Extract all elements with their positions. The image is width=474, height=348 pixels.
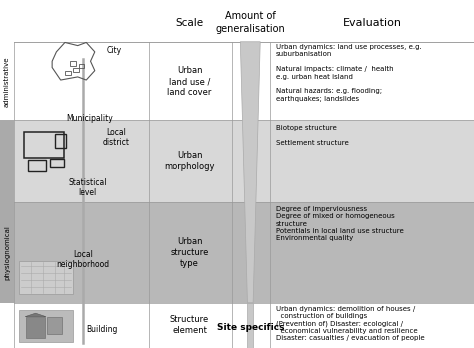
Bar — [0, 120, 474, 202]
Text: Urban
morphology: Urban morphology — [164, 151, 215, 171]
Bar — [24, 132, 64, 158]
Text: Local
neighborhood: Local neighborhood — [56, 250, 109, 269]
Text: Urban
structure
type: Urban structure type — [171, 237, 209, 268]
Polygon shape — [247, 303, 253, 348]
Bar — [70, 62, 76, 66]
Bar — [0, 42, 474, 120]
Bar — [0, 303, 14, 348]
Bar — [73, 68, 79, 72]
Bar — [19, 261, 73, 294]
Bar — [55, 134, 66, 148]
Bar — [28, 160, 46, 171]
Bar — [79, 64, 84, 68]
Text: Local
district: Local district — [103, 128, 129, 147]
Bar — [26, 317, 45, 338]
Text: Evaluation: Evaluation — [343, 18, 401, 27]
Text: Urban
land use /
land cover: Urban land use / land cover — [167, 66, 212, 97]
Text: Urban dynamics: demolition of houses /
  construction of buildings
(Prevention o: Urban dynamics: demolition of houses / c… — [276, 306, 425, 341]
Bar — [19, 310, 73, 342]
Text: physiognomical: physiognomical — [4, 225, 10, 280]
Text: Statistical
level: Statistical level — [68, 177, 107, 197]
Text: Building: Building — [86, 325, 118, 334]
Bar — [0, 120, 14, 303]
Bar — [0, 303, 474, 348]
Text: Degree of imperviousness
Degree of mixed or homogeneous
structure
Potentials in : Degree of imperviousness Degree of mixed… — [276, 206, 404, 241]
Text: Urban dynamics: land use processes, e.g.
suburbanisation

Natural impacts: clima: Urban dynamics: land use processes, e.g.… — [276, 44, 421, 102]
Text: Site specifics: Site specifics — [217, 323, 284, 332]
Bar — [47, 317, 62, 334]
Bar — [0, 0, 474, 42]
Bar — [65, 71, 71, 75]
Polygon shape — [240, 42, 260, 303]
Text: Structure
element: Structure element — [170, 315, 209, 335]
Text: Municipality: Municipality — [67, 114, 113, 123]
Text: Amount of
generalisation: Amount of generalisation — [215, 11, 285, 34]
Text: Scale: Scale — [175, 18, 204, 27]
Text: Biotope structure

Settlement structure: Biotope structure Settlement structure — [276, 125, 348, 145]
Text: administrative: administrative — [4, 56, 10, 107]
Polygon shape — [25, 313, 46, 317]
Bar — [0, 42, 14, 120]
Bar — [0, 202, 474, 303]
Bar — [50, 159, 64, 167]
Text: City: City — [106, 46, 121, 55]
